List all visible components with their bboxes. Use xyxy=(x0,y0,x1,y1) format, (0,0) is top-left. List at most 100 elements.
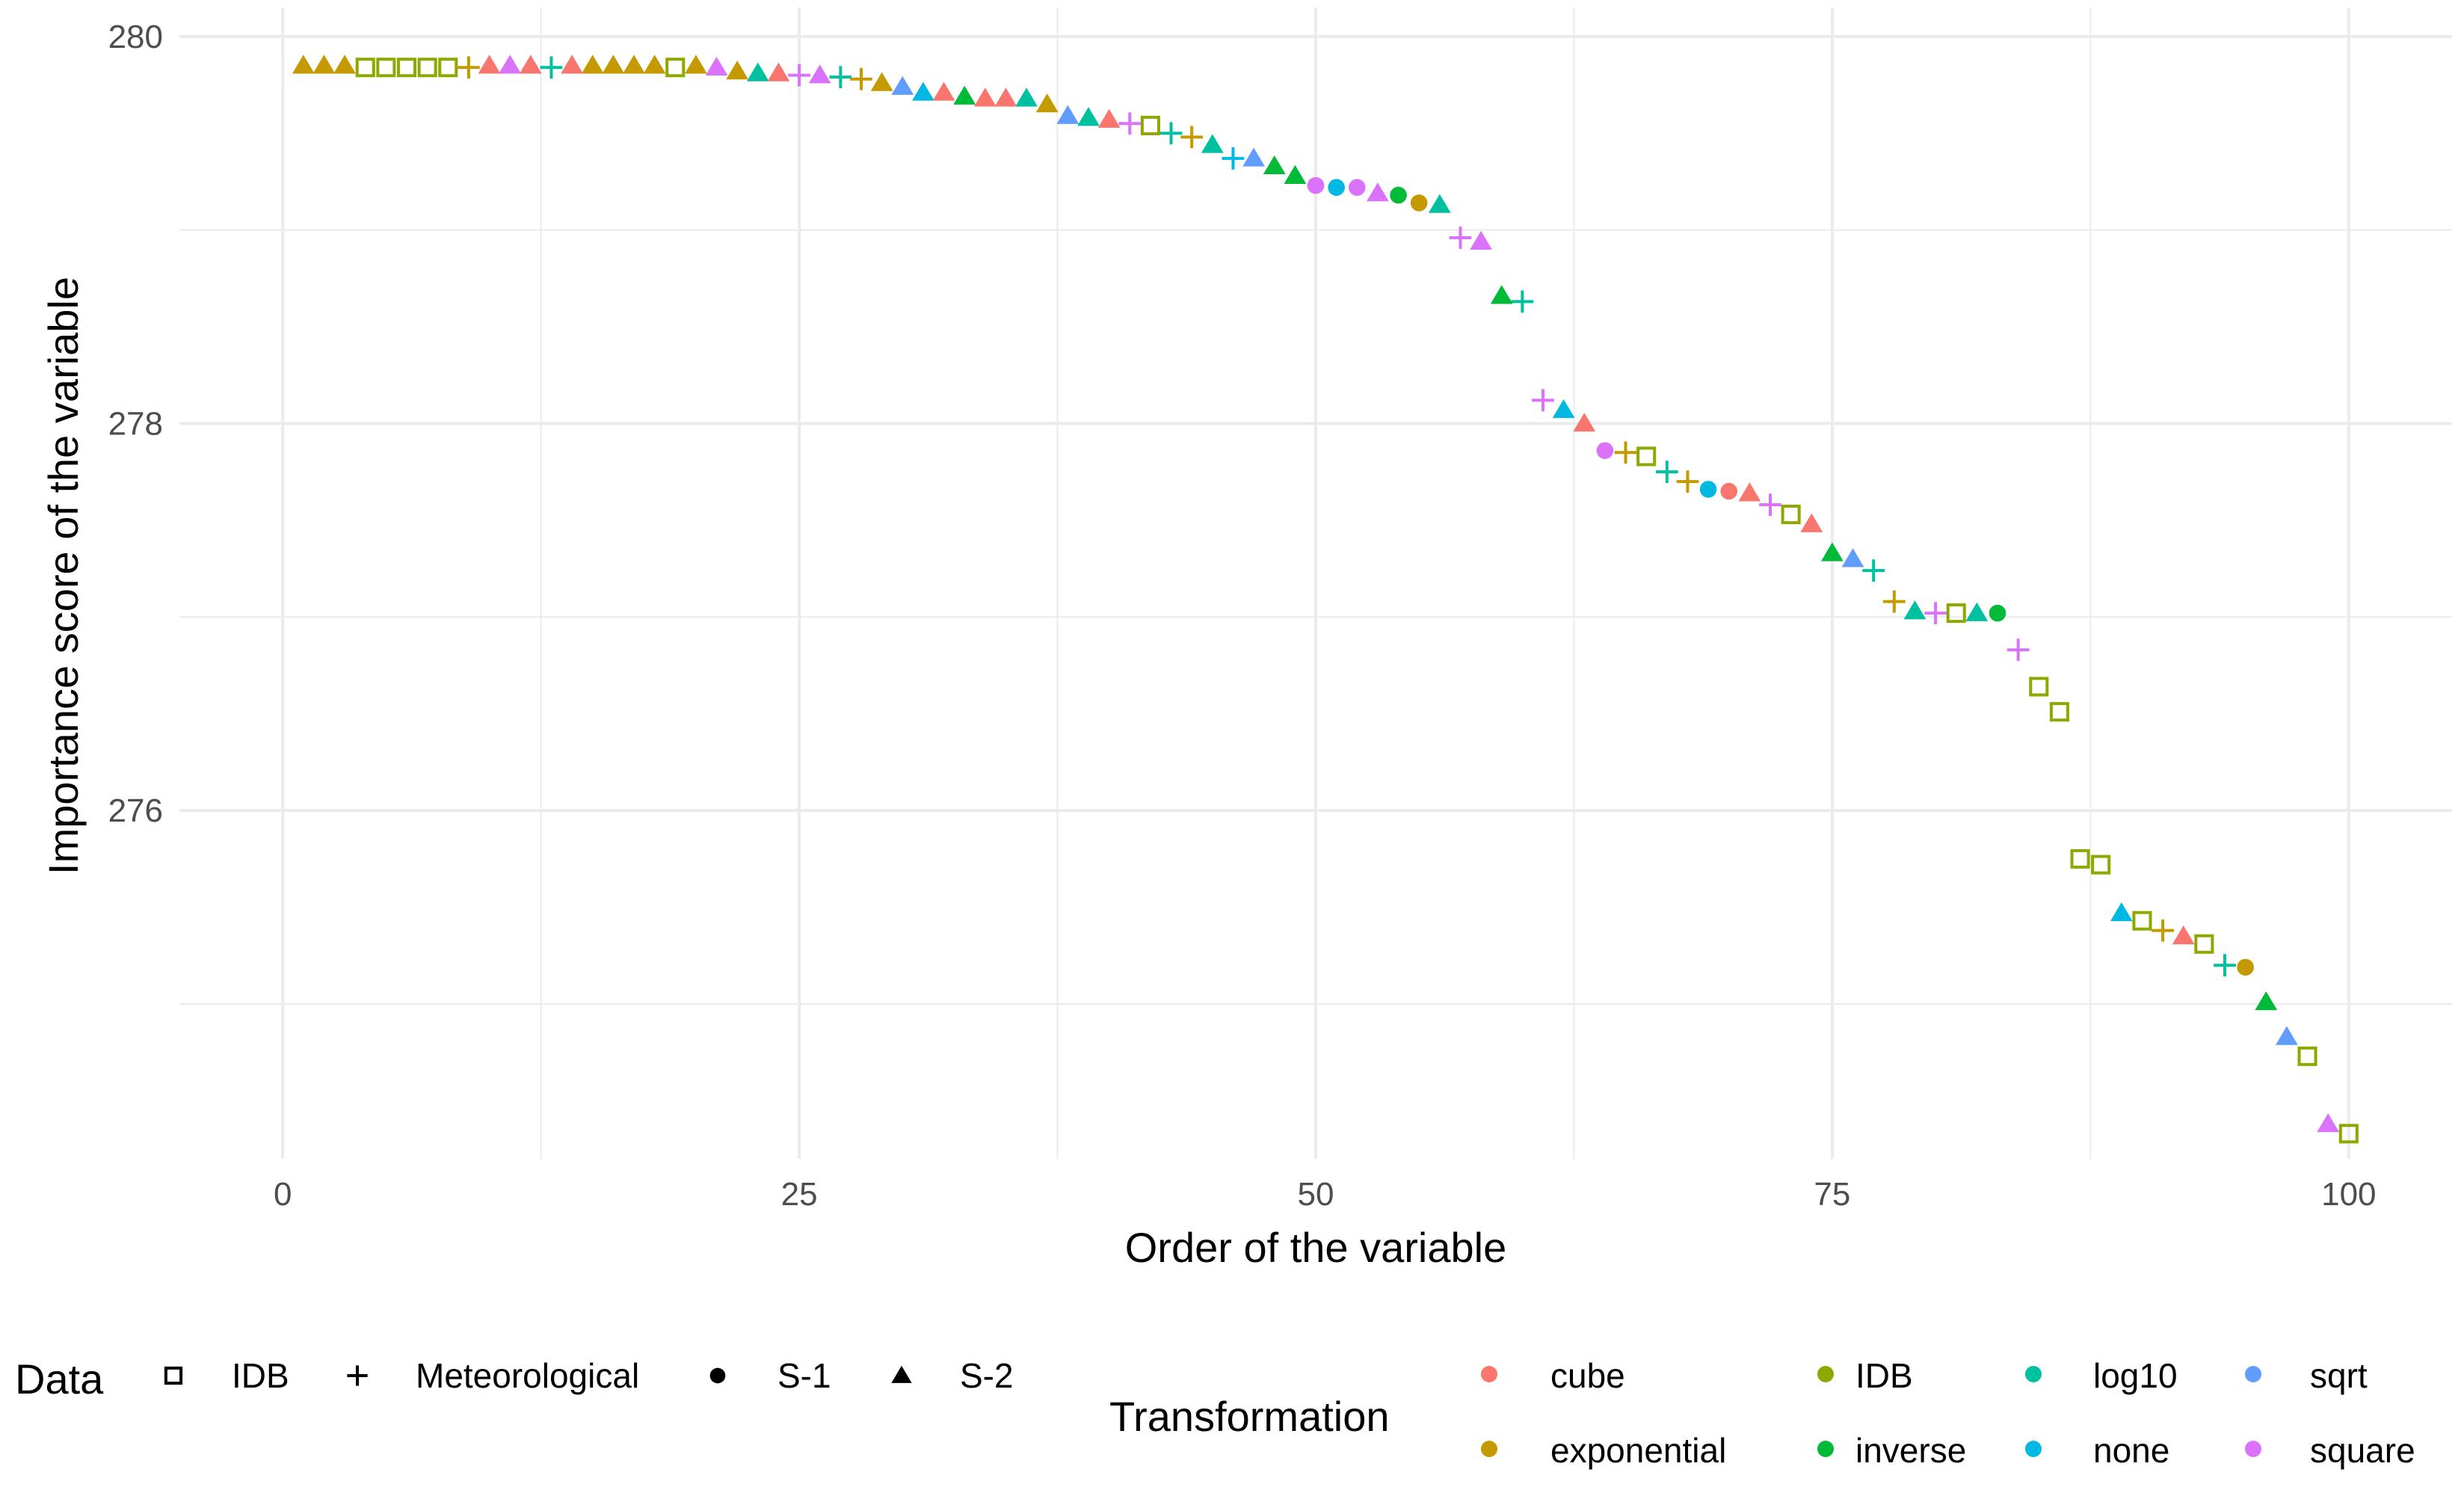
x-tick-label: 25 xyxy=(781,1176,818,1213)
data-point xyxy=(1348,179,1366,196)
data-point xyxy=(788,64,810,87)
data-point xyxy=(932,81,955,101)
data-point xyxy=(1035,93,1059,113)
data-point xyxy=(2091,855,2111,875)
legend-label-transformation: cube xyxy=(1550,1356,1625,1395)
y-axis-title: Importance score of the variable xyxy=(40,277,87,875)
data-point xyxy=(767,62,790,81)
data-point xyxy=(808,64,831,84)
data-point xyxy=(1573,413,1596,432)
data-point xyxy=(561,55,583,74)
data-point xyxy=(438,58,458,78)
data-point xyxy=(665,58,686,78)
data-point xyxy=(1201,134,1224,153)
data-point xyxy=(2110,902,2133,922)
legend-label-transformation: exponential xyxy=(1550,1431,1726,1470)
y-axis-ticks: 276 278 280 xyxy=(108,19,163,829)
data-point xyxy=(953,85,976,105)
data-point xyxy=(2317,1113,2340,1133)
data-point xyxy=(2132,911,2152,931)
data-point xyxy=(1118,112,1142,135)
data-point xyxy=(1242,147,1265,167)
x-tick-label: 50 xyxy=(1298,1176,1334,1213)
legend-key-inverse-icon xyxy=(1817,1441,1834,1457)
data-point xyxy=(2006,638,2030,662)
data-point xyxy=(519,55,542,74)
data-point xyxy=(1720,482,1738,500)
data-point xyxy=(623,55,645,74)
grid-major xyxy=(179,7,2452,1159)
legend-label-transformation: sqrt xyxy=(2310,1356,2368,1395)
data-point xyxy=(2276,1026,2298,1045)
x-axis-ticks: 0 25 50 75 100 xyxy=(274,1176,2377,1213)
legend-key-idb-icon xyxy=(164,1366,183,1385)
legend-key-meteorological-icon xyxy=(347,1365,368,1386)
data-point xyxy=(2338,1124,2359,1144)
data-point xyxy=(581,55,604,74)
data-point xyxy=(1015,87,1038,107)
legend-label-transformation: log10 xyxy=(2093,1356,2178,1395)
data-point xyxy=(1263,155,1286,175)
data-point xyxy=(891,76,914,95)
x-tick-label: 75 xyxy=(1814,1176,1850,1213)
data-point xyxy=(312,55,336,74)
data-point xyxy=(1781,505,1801,525)
data-point xyxy=(1841,548,1864,567)
data-point xyxy=(746,62,769,81)
data-point xyxy=(1532,389,1554,412)
data-point xyxy=(1989,604,2006,622)
legend-key-log10-icon xyxy=(2025,1366,2042,1382)
x-tick-label: 0 xyxy=(274,1176,292,1213)
legend-label-data: Meteorological xyxy=(416,1356,639,1395)
legend-label-transformation: square xyxy=(2310,1431,2415,1470)
data-point xyxy=(1759,493,1781,517)
data-point xyxy=(499,55,522,74)
legend-key-s-1-icon xyxy=(709,1367,726,1384)
legend-data: Data IDB Meteorological S-1 S-2 xyxy=(15,1355,1014,1403)
data-point xyxy=(829,66,852,89)
data-point xyxy=(726,61,749,80)
data-point xyxy=(1552,398,1575,419)
data-point xyxy=(2237,958,2254,976)
data-point xyxy=(1307,176,1325,194)
data-point xyxy=(1428,194,1451,213)
x-axis-title: Order of the variable xyxy=(1125,1224,1506,1271)
data-point xyxy=(540,56,563,79)
data-point xyxy=(1821,542,1844,561)
legend-key-none-icon xyxy=(2025,1441,2042,1457)
data-point xyxy=(1676,470,1699,493)
data-points xyxy=(292,55,2359,1144)
data-point xyxy=(994,87,1017,107)
x-tick-label: 100 xyxy=(2321,1176,2376,1213)
legend-label-transformation: none xyxy=(2093,1431,2169,1470)
data-point xyxy=(643,55,666,74)
data-point xyxy=(1511,290,1534,313)
legend-key-exponential-icon xyxy=(1481,1441,1497,1457)
data-point xyxy=(1862,559,1885,582)
data-point xyxy=(1077,107,1100,126)
data-point xyxy=(2194,934,2214,954)
y-tick-label: 276 xyxy=(108,792,163,829)
legend-transformation: Transformation cube exponential IDB inverse… xyxy=(1109,1356,2415,1470)
data-point xyxy=(1159,122,1183,145)
legend-label-data: S-2 xyxy=(960,1356,1014,1395)
legend-label-transformation: IDB xyxy=(1855,1356,1913,1395)
data-point xyxy=(478,55,501,74)
data-point xyxy=(1800,513,1823,532)
data-point xyxy=(376,58,396,78)
data-point xyxy=(1946,603,1966,624)
data-point xyxy=(2172,925,2195,945)
y-tick-label: 280 xyxy=(108,19,163,55)
data-point xyxy=(1449,227,1472,249)
data-point xyxy=(1328,179,1345,196)
data-point xyxy=(1903,600,1926,620)
legend-key-square-icon xyxy=(2245,1441,2261,1457)
data-point xyxy=(458,56,480,79)
data-point xyxy=(2214,954,2236,977)
data-point xyxy=(1140,115,1160,135)
legend-data-title: Data xyxy=(15,1355,104,1403)
data-point xyxy=(973,87,997,107)
data-point xyxy=(1614,441,1637,464)
